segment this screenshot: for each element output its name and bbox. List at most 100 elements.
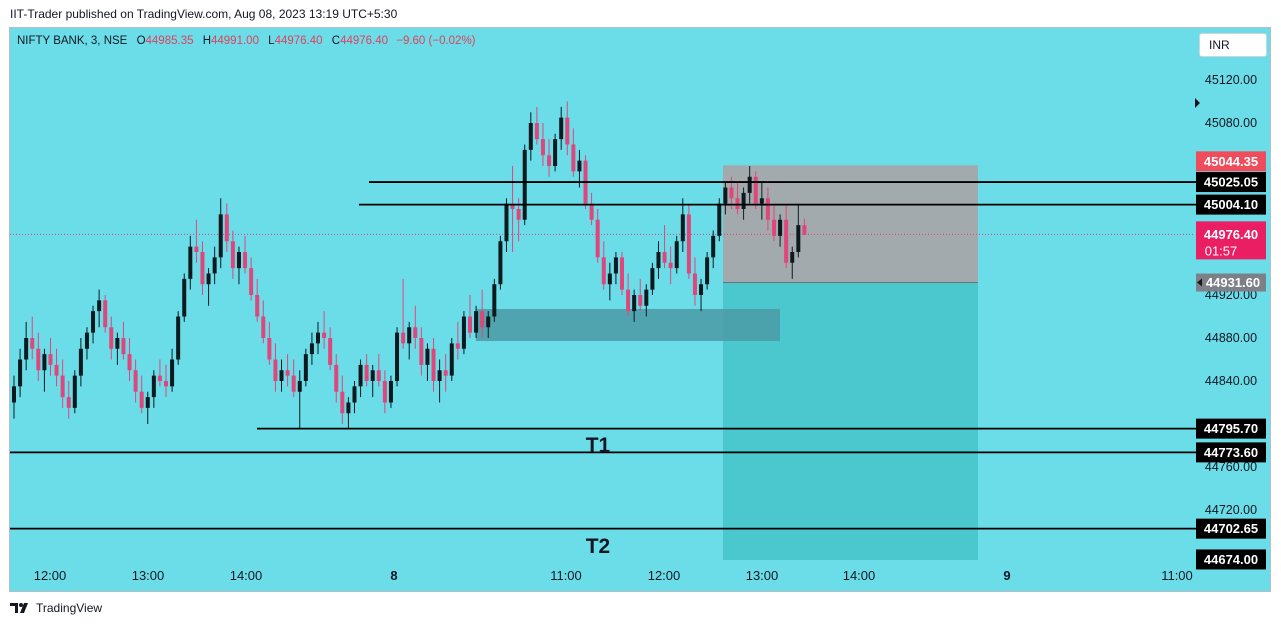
candle-body — [30, 338, 35, 349]
candle-body — [164, 381, 168, 387]
candle-body — [607, 273, 612, 285]
entry-label-box — [1196, 273, 1266, 292]
candle-body — [12, 386, 16, 403]
candle-body — [212, 257, 217, 274]
candle-body — [565, 117, 570, 145]
candle-body — [796, 225, 801, 252]
candle-body — [759, 198, 764, 204]
candles-layer — [12, 101, 807, 430]
candle-body — [595, 219, 600, 258]
level-label-text: 44702.65 — [1204, 521, 1258, 536]
candle-body — [486, 316, 491, 328]
level-label-text: 45025.05 — [1204, 175, 1258, 190]
candle-body — [516, 209, 521, 220]
candle-body — [547, 155, 552, 166]
candle-body — [528, 123, 533, 150]
candle-body — [97, 300, 102, 312]
stop-label-box — [1196, 151, 1266, 172]
candle-body — [66, 397, 71, 408]
candle-body — [461, 316, 466, 349]
candle-body — [316, 332, 320, 344]
candle-body — [218, 214, 223, 258]
zones-layer — [10, 165, 1194, 560]
legend-change: −9.60 (−0.02%) — [396, 35, 476, 47]
scroll-right-icon — [1195, 98, 1200, 108]
candle-body — [668, 262, 673, 269]
level-label-box — [1196, 418, 1266, 439]
price-axis: 45120.0045080.0044920.0044880.0044840.00… — [1195, 73, 1257, 517]
time-tick-label: 12:00 — [648, 568, 681, 583]
candle-body — [188, 246, 193, 279]
candle-body — [784, 219, 789, 263]
candle-body — [249, 268, 254, 295]
candle-body — [480, 311, 485, 328]
legend-high: 44991.00 — [211, 35, 259, 47]
candle-body — [48, 354, 53, 365]
candle-body — [78, 348, 83, 376]
candle-body — [540, 139, 545, 156]
countdown-text: 01:57 — [1205, 243, 1238, 258]
time-tick-label: 14:00 — [230, 568, 263, 583]
candle-body — [577, 160, 582, 172]
candle-body — [723, 187, 728, 204]
time-axis: 12:00 13:00 14:00 8 11:00 12:00 13:00 14:00 9 11:… — [34, 568, 1193, 583]
currency-button[interactable]: INR — [1199, 33, 1267, 57]
candle-body — [157, 375, 162, 381]
candle-body — [297, 381, 302, 392]
legend-low: 44976.40 — [274, 35, 323, 47]
candle-body — [401, 332, 406, 344]
entry-label-text: 44931.60 — [1206, 275, 1260, 290]
tradingview-logo-icon — [10, 603, 28, 613]
legend-close-label: C — [331, 35, 341, 47]
candle-body — [656, 252, 661, 269]
candle-body — [674, 241, 679, 269]
target-label-box — [1196, 549, 1266, 570]
candle-body — [109, 327, 114, 349]
publisher-line: IIT-Trader published on TradingView.com,… — [10, 7, 398, 21]
candle-body — [638, 295, 643, 306]
price-tick-label: 45080.00 — [1205, 116, 1257, 130]
candle-body — [692, 273, 697, 295]
time-tick-label: 9 — [1003, 568, 1010, 583]
candle-body — [206, 273, 211, 285]
candle-body — [711, 235, 716, 258]
candle-body — [291, 375, 296, 392]
candle-body — [18, 359, 23, 387]
candle-body — [340, 391, 345, 414]
candle-body — [626, 289, 631, 312]
candle-body — [644, 289, 649, 306]
candle-body — [279, 370, 284, 381]
candle-body — [431, 348, 436, 381]
candle-body — [620, 257, 624, 290]
candle-body — [765, 198, 770, 220]
candle-body — [802, 225, 807, 235]
candle-body — [170, 359, 175, 387]
time-tick-label: 14:00 — [843, 568, 876, 583]
candle-body — [42, 354, 47, 371]
candle-body — [498, 241, 503, 285]
candle-body — [346, 402, 351, 414]
candle-body — [388, 381, 393, 403]
candle-body — [419, 338, 424, 365]
candle-body — [24, 338, 29, 360]
candle-body — [103, 300, 108, 328]
candle-body — [224, 214, 229, 242]
candle-body — [571, 144, 576, 172]
candle-body — [139, 391, 144, 408]
candle-body — [243, 252, 248, 269]
level-label-box — [1196, 172, 1266, 193]
candle-body — [510, 203, 515, 209]
level-price-label: 45025.05 — [1196, 172, 1266, 193]
candle-body — [395, 332, 400, 381]
price-tick-label: 44760.00 — [1205, 460, 1257, 474]
candle-body — [632, 295, 637, 312]
candle-body — [650, 268, 655, 290]
candle-body — [686, 214, 691, 274]
legend-high-label: H — [202, 35, 211, 47]
candle-body — [145, 397, 150, 408]
time-tick-label: 13:00 — [746, 568, 779, 583]
candle-body — [790, 252, 795, 263]
target-annotation: T2 — [586, 535, 611, 558]
candle-body — [370, 370, 375, 381]
